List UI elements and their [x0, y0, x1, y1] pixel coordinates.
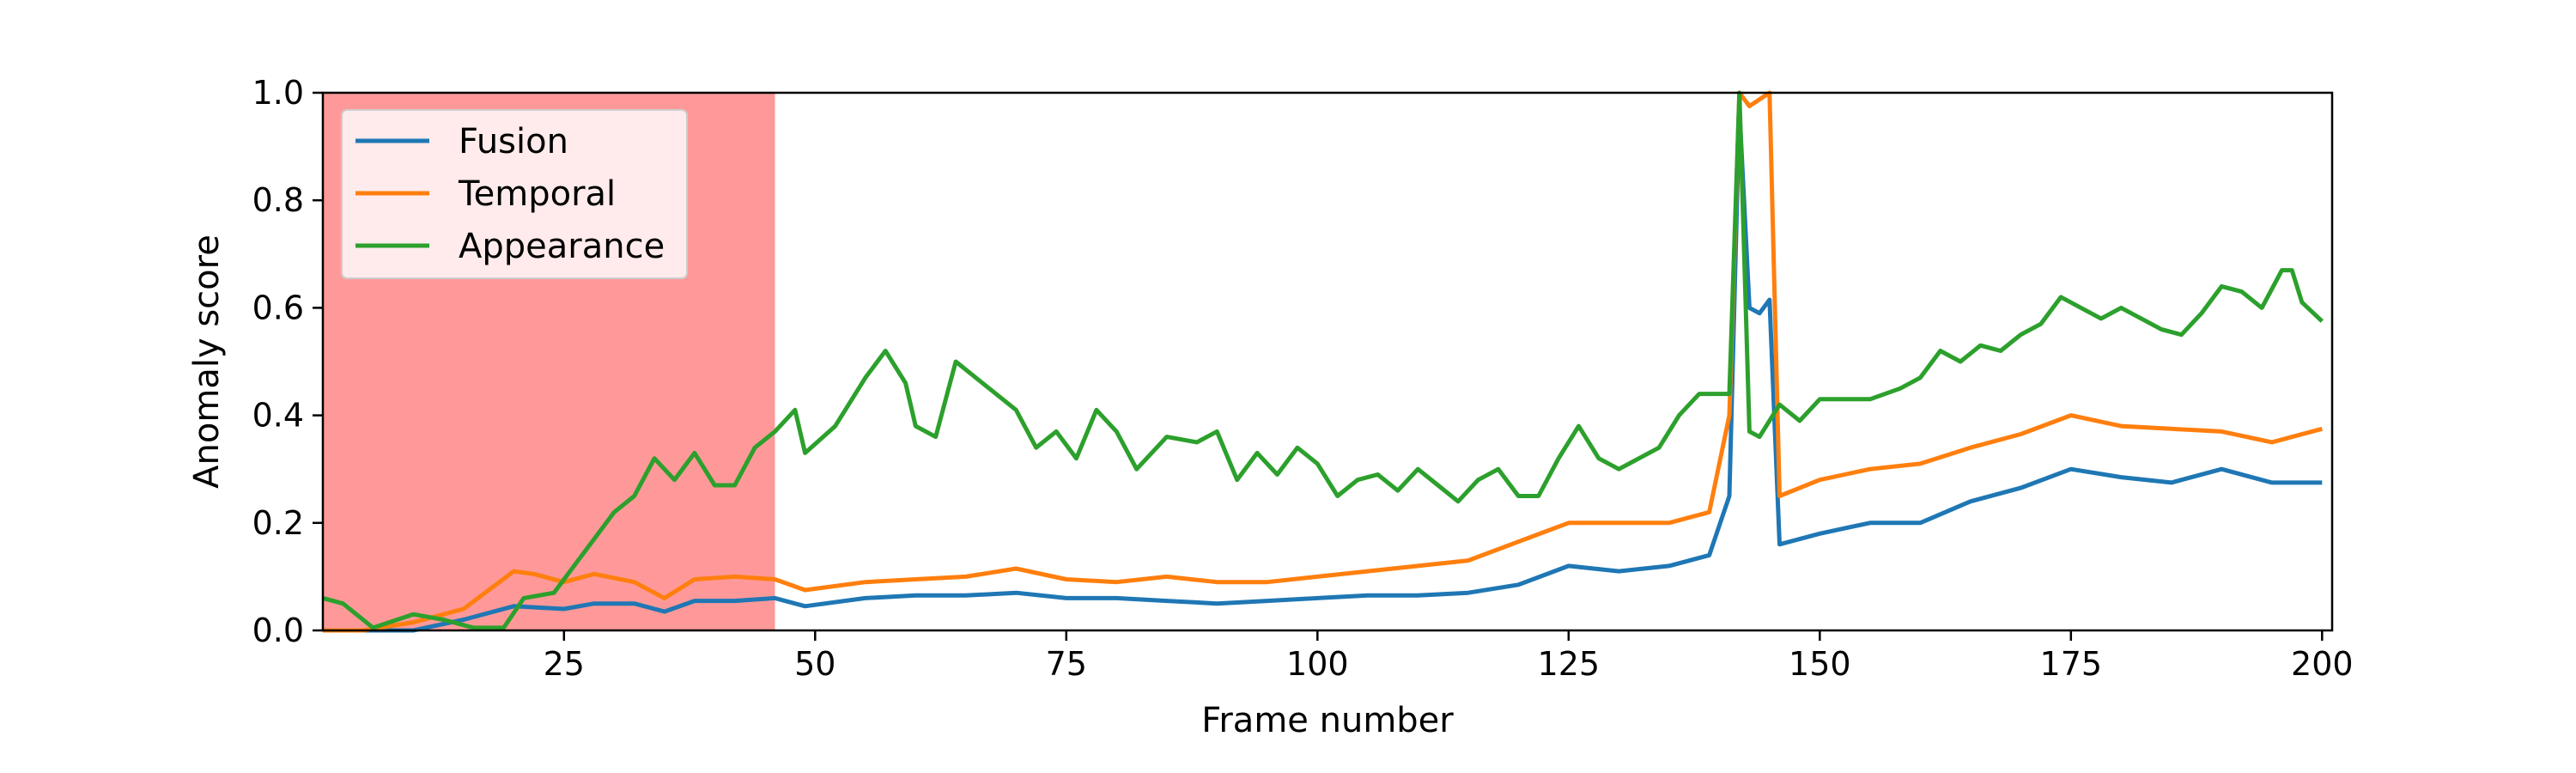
- y-tick-label: 0.0: [252, 612, 304, 649]
- plot-frame: [321, 91, 2334, 632]
- y-tick-label: 0.6: [252, 289, 304, 326]
- series-line-fusion: [323, 107, 2323, 633]
- y-tick-label: 0.8: [252, 181, 304, 219]
- legend-label-fusion: Fusion: [459, 122, 568, 161]
- x-tick-label: 50: [794, 645, 835, 683]
- x-tick-label: 175: [2040, 645, 2103, 683]
- series-line-temporal: [323, 90, 2323, 633]
- x-axis-title: Frame number: [1201, 701, 1454, 740]
- x-tick-label: 25: [544, 645, 585, 683]
- legend: Fusion Temporal Appearance: [341, 109, 688, 279]
- legend-label-temporal: Temporal: [458, 174, 616, 214]
- y-tick-label: 0.2: [252, 504, 304, 542]
- y-axis-title: Anomaly score: [187, 234, 227, 489]
- x-tick-label: 75: [1046, 645, 1087, 683]
- x-tick-label: 150: [1789, 645, 1851, 683]
- x-tick-label: 125: [1538, 645, 1601, 683]
- legend-box: [341, 109, 688, 279]
- x-tick-label: 200: [2291, 645, 2354, 683]
- legend-label-appearance: Appearance: [459, 227, 665, 266]
- y-tick-label: 1.0: [252, 74, 304, 112]
- y-tick-label: 0.4: [252, 397, 304, 435]
- x-tick-label: 100: [1286, 645, 1349, 683]
- series-line-appearance: [322, 90, 2324, 630]
